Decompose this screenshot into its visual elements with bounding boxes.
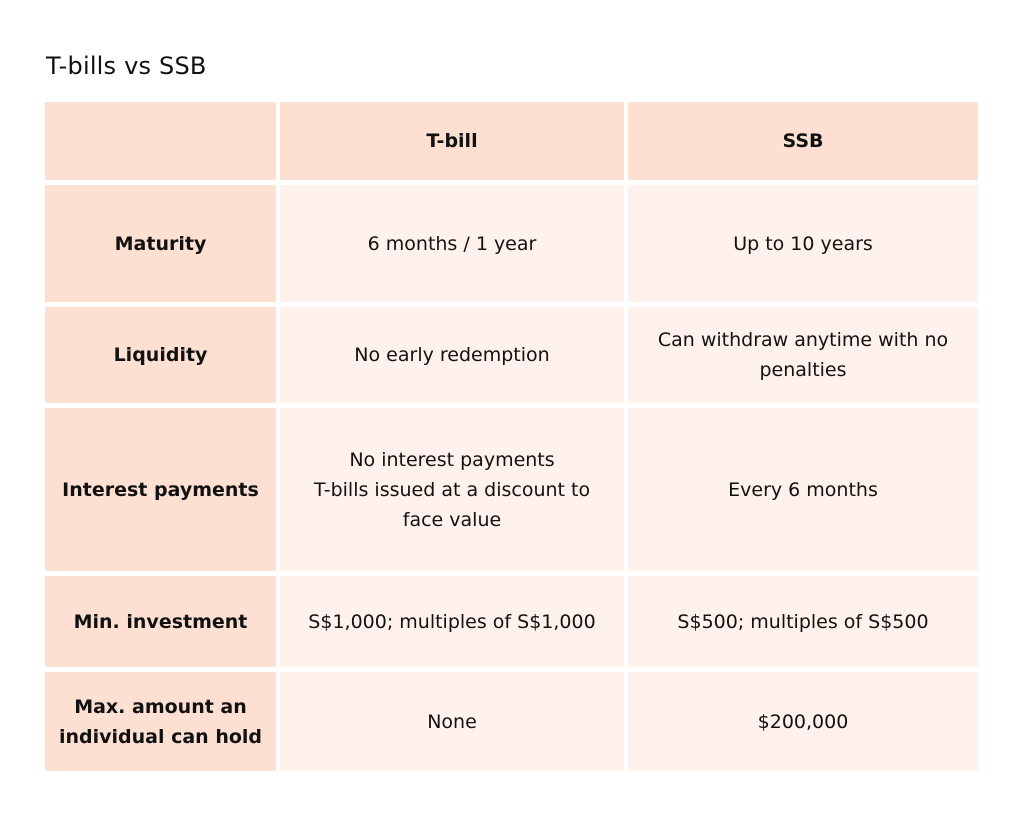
row-label-line: Interest payments: [62, 478, 259, 501]
cell-ssb-liquidity: Can withdraw anytime with no penalties: [628, 307, 978, 403]
row-label-max-amount: Max. amount an individual can hold: [45, 672, 276, 771]
comparison-table: T-bill SSB Maturity 6 months / 1 year Up…: [45, 102, 979, 771]
row-label-maturity: Maturity: [45, 185, 276, 302]
header-cell-ssb: SSB: [628, 102, 978, 180]
cell-line: Every 6 months: [728, 478, 878, 501]
cell-line: No interest payments: [349, 448, 555, 471]
cell-tbill-maturity: 6 months / 1 year: [280, 185, 624, 302]
cell-line: penalties: [759, 359, 847, 381]
cell-line: Up to 10 years: [733, 232, 873, 255]
row-label-interest-payments: Interest payments: [45, 408, 276, 571]
cell-line: $200,000: [757, 710, 849, 733]
cell-ssb-max-amount: $200,000: [628, 672, 978, 771]
cell-ssb-min-investment: S$500; multiples of S$500: [628, 576, 978, 667]
header-cell-empty: [45, 102, 276, 180]
cell-line: face value: [402, 508, 502, 531]
row-label-liquidity: Liquidity: [45, 307, 276, 403]
cell-ssb-maturity: Up to 10 years: [628, 185, 978, 302]
cell-line: 6 months / 1 year: [367, 232, 537, 255]
cell-tbill-min-investment: S$1,000; multiples of S$1,000: [280, 576, 624, 667]
cell-line: S$500; multiples of S$500: [677, 610, 929, 633]
cell-tbill-liquidity: No early redemption: [280, 307, 624, 403]
cell-line: None: [427, 710, 477, 733]
cell-line: T-bills issued at a discount to: [313, 478, 591, 501]
page-title: T-bills vs SSB: [46, 52, 207, 80]
cell-tbill-interest-payments: No interest payments T-bills issued at a…: [280, 408, 624, 571]
row-label-line: individual can hold: [58, 725, 263, 748]
row-label-min-investment: Min. investment: [45, 576, 276, 667]
header-cell-tbill: T-bill: [280, 102, 624, 180]
cell-ssb-interest-payments: Every 6 months: [628, 408, 978, 571]
row-label-line: Max. amount an: [74, 695, 247, 718]
cell-tbill-max-amount: None: [280, 672, 624, 771]
cell-line: S$1,000; multiples of S$1,000: [308, 610, 596, 633]
row-label-line: Liquidity: [113, 344, 208, 366]
cell-line: No early redemption: [354, 344, 550, 366]
row-label-line: Min. investment: [73, 610, 248, 633]
cell-line: Can withdraw anytime with no: [657, 329, 949, 351]
row-label-line: Maturity: [114, 232, 207, 255]
